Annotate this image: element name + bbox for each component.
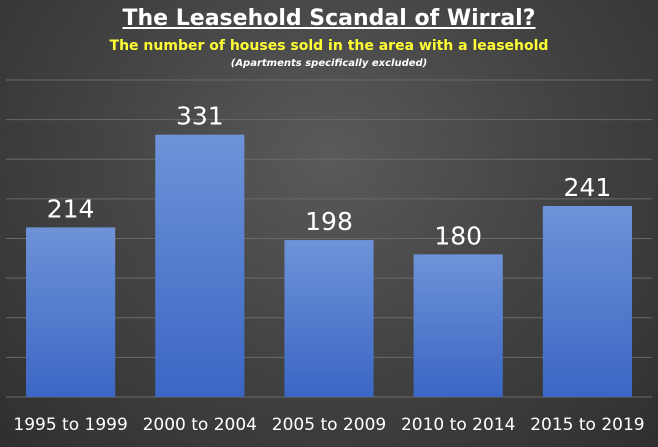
- category-label-2: 2005 to 2009: [272, 415, 386, 435]
- data-label-3: 180: [434, 221, 482, 250]
- data-label-4: 241: [564, 173, 612, 202]
- category-labels: 1995 to 1999 2000 to 2004 2005 to 2009 2010…: [13, 415, 644, 435]
- bar-0: [26, 227, 116, 397]
- chart-title: The Leasehold Scandal of Wirral?: [122, 6, 536, 31]
- category-label-3: 2010 to 2014: [401, 415, 515, 435]
- bar-4: [542, 206, 632, 397]
- category-label-0: 1995 to 1999: [13, 415, 127, 435]
- data-labels: 214 331 198 180 241: [47, 102, 612, 251]
- bar-1: [155, 134, 245, 397]
- category-label-1: 2000 to 2004: [143, 415, 257, 435]
- bar-3: [413, 254, 503, 397]
- data-label-0: 214: [47, 194, 95, 223]
- chart-note: (Apartments specifically excluded): [230, 58, 428, 69]
- category-label-4: 2015 to 2019: [530, 415, 644, 435]
- bars: [26, 134, 632, 397]
- data-label-1: 331: [176, 102, 224, 131]
- data-label-2: 198: [305, 207, 353, 236]
- bar-2: [284, 240, 374, 397]
- chart-subtitle: The number of houses sold in the area wi…: [109, 38, 549, 54]
